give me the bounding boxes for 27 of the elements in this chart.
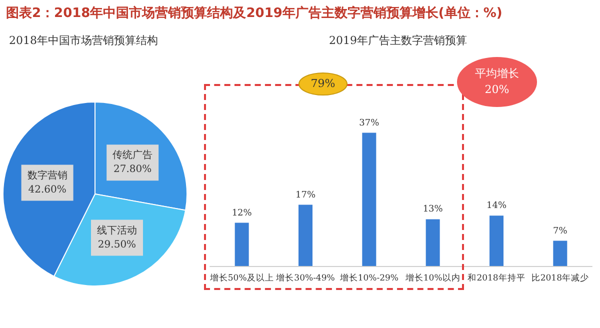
bar: [490, 216, 504, 266]
slice-label: 线下活动: [96, 224, 137, 236]
data-label: 29.50%: [98, 239, 136, 250]
x-tick-label: 和2018年持平: [468, 272, 526, 284]
text: 图表2：2018年中国市场营销预算结构及2019年广告主数字营销预算增长(单位：%): [6, 4, 502, 22]
data-label: 17%: [295, 190, 316, 200]
slice-label: 数字营销: [27, 169, 68, 182]
chart-title: 2019年广告主数字营销预算: [329, 34, 467, 47]
data-label: 13%: [422, 204, 444, 215]
data-label: 37%: [359, 118, 380, 128]
data-label: 27.80%: [114, 164, 152, 176]
x-tick-label: 增长30%-49%: [275, 272, 335, 284]
x-tick-label: 比2018年减少: [531, 272, 589, 284]
bar: [553, 240, 568, 266]
data-label: 42.60%: [28, 184, 66, 196]
bar: [362, 132, 376, 266]
chart-subtitle: 2018年中国市场营销预算结构: [9, 34, 158, 47]
x-tick-label: 增长10%-29%: [338, 272, 399, 284]
data-label: 12%: [232, 208, 252, 218]
x-tick-label: 增长10%以内: [404, 272, 460, 284]
bar: [234, 222, 249, 266]
bar: [426, 219, 440, 266]
data-label: 14%: [486, 201, 507, 212]
bar: [298, 204, 312, 266]
x-tick-label: 增长50%及以上: [208, 272, 274, 284]
data-label: 7%: [553, 226, 568, 236]
slice-label: 传统广告: [112, 149, 153, 162]
